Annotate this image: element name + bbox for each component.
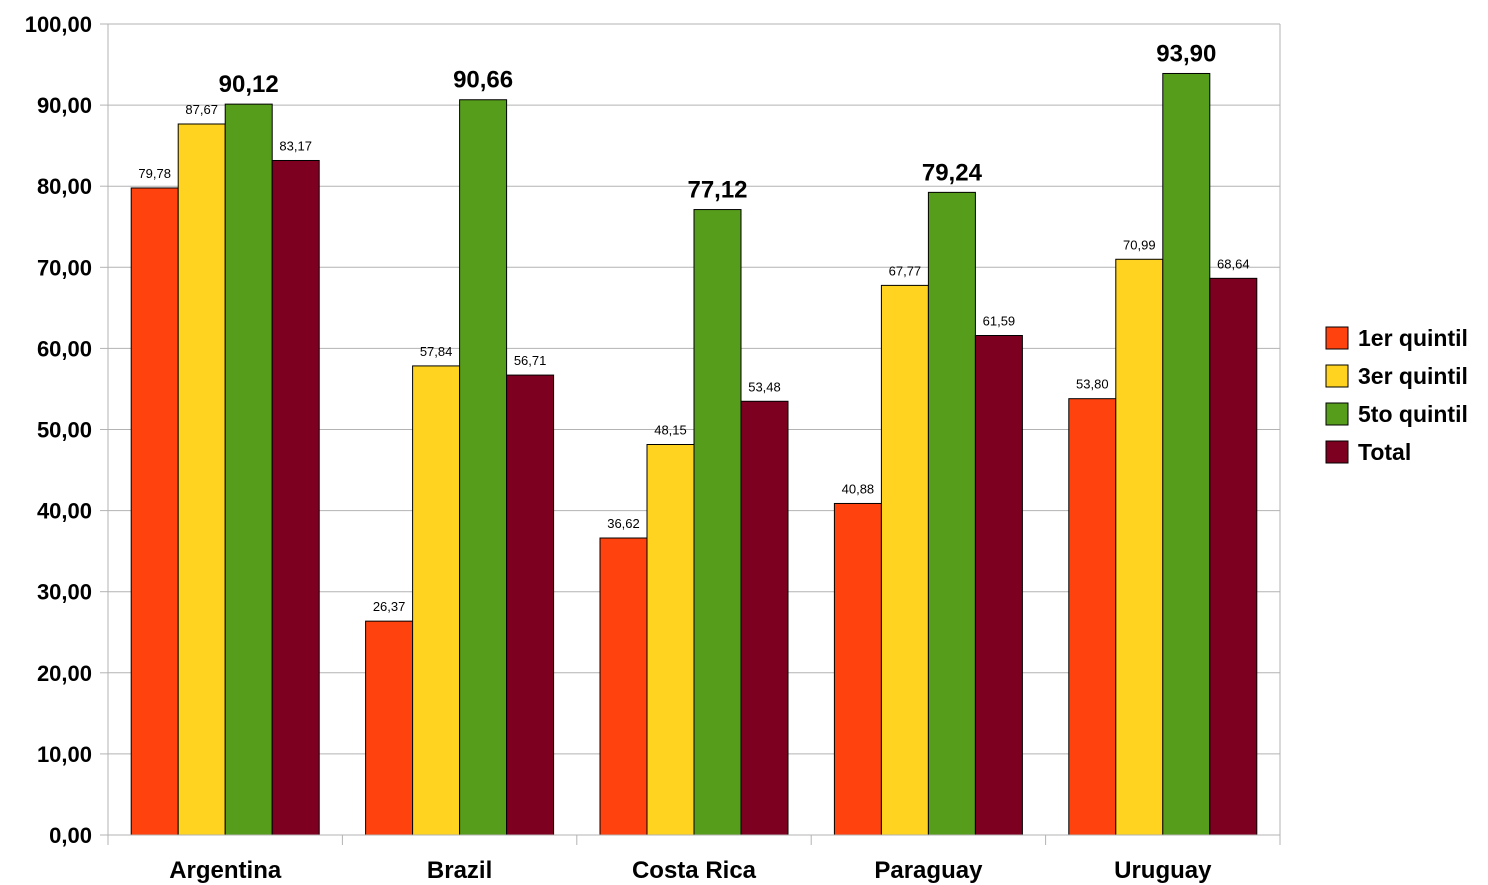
bar-3er-quintil-argentina <box>177 123 226 836</box>
data-label: 40,88 <box>842 481 875 496</box>
legend-label: 3er quintil <box>1358 363 1468 389</box>
bar-total-uruguay <box>1209 277 1258 836</box>
legend: 1er quintil 3er quintil 5to quintil Total <box>1325 325 1468 465</box>
bar-3er-quintil-paraguay <box>880 284 929 836</box>
data-label: 79,24 <box>922 159 983 186</box>
y-tick-label: 80,00 <box>37 174 92 199</box>
y-tick-label: 90,00 <box>37 93 92 118</box>
data-label: 57,84 <box>420 344 453 359</box>
data-label: 77,12 <box>687 177 747 204</box>
y-tick-label: 100,00 <box>25 12 92 37</box>
legend-swatch <box>1325 402 1349 426</box>
y-tick-label: 20,00 <box>37 661 92 686</box>
data-label: 90,12 <box>219 71 279 98</box>
data-label: 90,66 <box>453 67 513 94</box>
x-tick-label: Costa Rica <box>632 857 757 884</box>
x-tick-label: Argentina <box>169 857 282 884</box>
data-label: 79,78 <box>138 166 171 181</box>
y-tick-label: 70,00 <box>37 255 92 280</box>
bar-total-argentina <box>271 159 320 836</box>
legend-swatch <box>1325 326 1349 350</box>
x-tick-label: Uruguay <box>1114 857 1212 884</box>
bar-5to-quintil-costa-rica <box>693 209 742 836</box>
data-label: 70,99 <box>1123 237 1156 252</box>
bar-1er-quintil-paraguay <box>833 502 882 836</box>
legend-swatch <box>1325 440 1349 464</box>
y-tick-label: 30,00 <box>37 580 92 605</box>
data-label: 68,64 <box>1217 256 1250 271</box>
data-label: 67,77 <box>889 263 922 278</box>
data-label: 83,17 <box>279 138 312 153</box>
data-label: 53,80 <box>1076 377 1109 392</box>
data-label: 93,90 <box>1156 40 1216 67</box>
bar-1er-quintil-costa-rica <box>599 537 648 836</box>
y-tick-label: 40,00 <box>37 499 92 524</box>
data-label: 61,59 <box>983 314 1016 329</box>
data-label: 36,62 <box>607 516 640 531</box>
data-label: 56,71 <box>514 353 547 368</box>
bar-total-paraguay <box>974 335 1023 836</box>
bar-5to-quintil-brazil <box>459 99 508 836</box>
legend-swatch <box>1325 364 1349 388</box>
y-tick-label: 10,00 <box>37 742 92 767</box>
y-tick-label: 0,00 <box>49 823 92 848</box>
axes: 0,00 10,00 20,00 30,00 40,00 50,00 60,00 70,00 8… <box>25 12 1281 884</box>
bar-3er-quintil-uruguay <box>1115 258 1164 836</box>
bar-5to-quintil-argentina <box>224 103 273 836</box>
legend-label: Total <box>1358 439 1411 465</box>
bar-3er-quintil-costa-rica <box>646 444 695 836</box>
data-label: 48,15 <box>654 423 687 438</box>
bar-total-costa-rica <box>740 400 789 836</box>
data-label: 87,67 <box>185 102 218 117</box>
bar-total-brazil <box>506 374 555 836</box>
y-tick-label: 60,00 <box>37 336 92 361</box>
bar-3er-quintil-brazil <box>412 365 461 836</box>
legend-label: 5to quintil <box>1358 401 1468 427</box>
bar-5to-quintil-uruguay <box>1162 72 1211 836</box>
x-tick-label: Paraguay <box>874 857 983 884</box>
bar-1er-quintil-brazil <box>365 620 414 836</box>
y-tick-label: 50,00 <box>37 418 92 443</box>
bar-1er-quintil-uruguay <box>1068 398 1117 836</box>
bar-1er-quintil-argentina <box>130 187 179 836</box>
bar-5to-quintil-paraguay <box>927 191 976 836</box>
data-label: 53,48 <box>748 379 781 394</box>
legend-label: 1er quintil <box>1358 325 1468 351</box>
data-label: 26,37 <box>373 599 406 614</box>
x-tick-label: Brazil <box>427 857 492 884</box>
bars <box>130 72 1258 836</box>
